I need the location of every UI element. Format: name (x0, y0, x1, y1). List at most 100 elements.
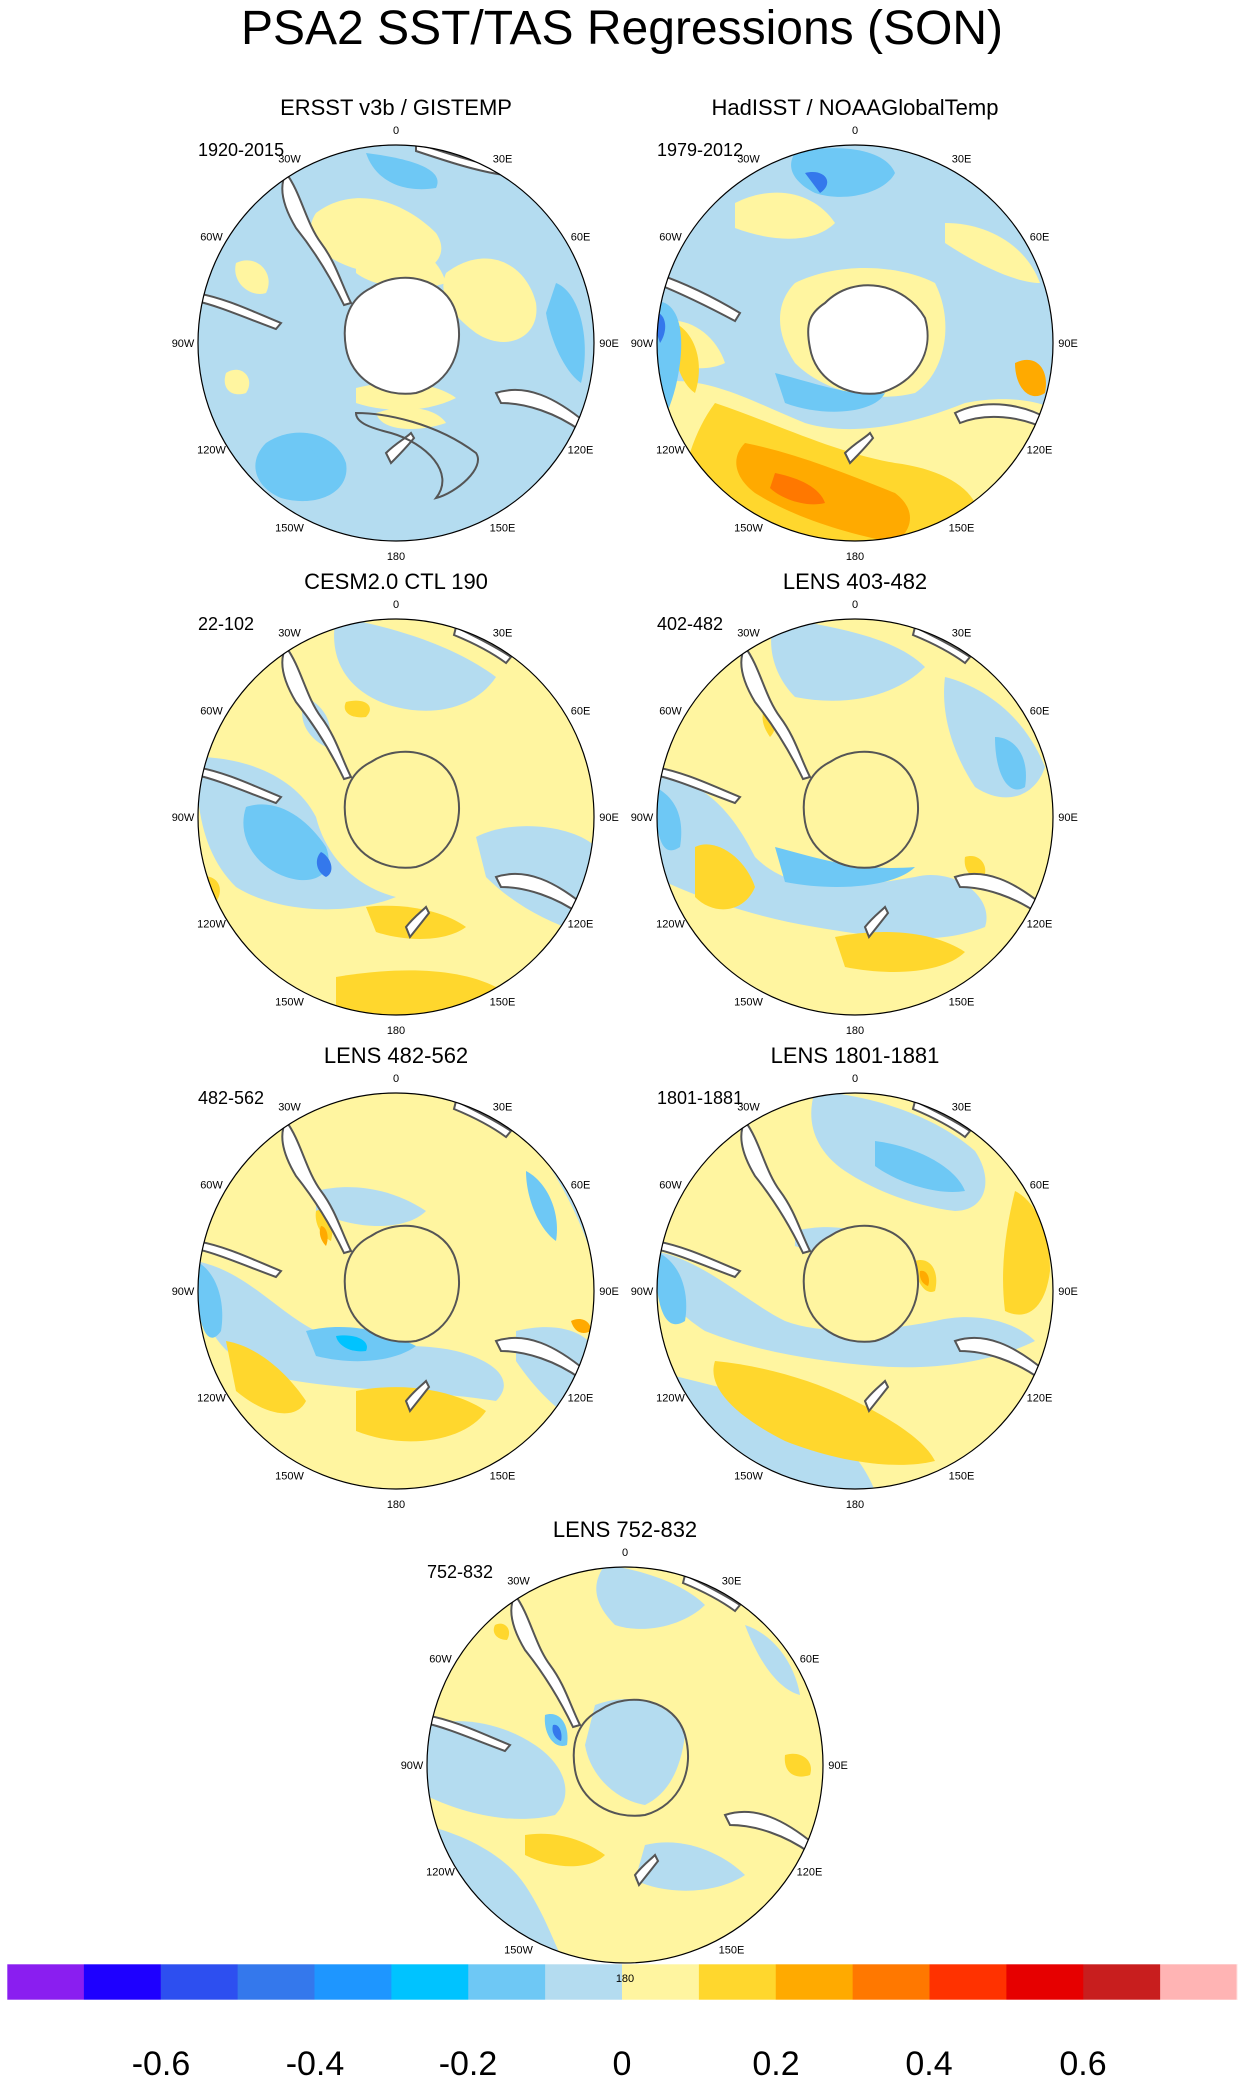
anomaly-patch-neg (875, 1141, 965, 1192)
longitude-label: 150E (490, 523, 516, 535)
longitude-label: 0 (393, 1073, 399, 1085)
panel-period: 22-102 (198, 614, 254, 634)
landmasses (427, 1573, 817, 1887)
anomaly-patch-orange (319, 1226, 328, 1246)
colorbar-swatch (545, 1964, 623, 2000)
longitude-label: 120W (197, 445, 226, 457)
australia-outline (354, 411, 479, 500)
longitude-label: 90W (631, 1286, 654, 1298)
longitude-label: 90E (599, 1286, 619, 1298)
south-america-outline (740, 645, 812, 781)
map-panel-lens752: LENS 752-832 752-832 (426, 1517, 824, 1964)
longitude-label: 150E (719, 1945, 745, 1957)
colorbar-swatch (237, 1964, 316, 2000)
map-disk (198, 1093, 594, 1489)
new-zealand-outline (404, 1379, 431, 1413)
longitude-label: 120W (426, 1867, 455, 1879)
longitude-label: 180 (387, 1499, 405, 1511)
longitude-label: 0 (393, 599, 399, 611)
colorbar-swatch (1083, 1964, 1161, 2000)
anomaly-patch-neg (805, 172, 828, 193)
south-america-outline (198, 1239, 283, 1279)
longitude-label: 30E (722, 1576, 742, 1588)
longitude-label: 60W (200, 706, 223, 718)
longitude-label: 90W (631, 338, 654, 350)
africa-outline (452, 1099, 513, 1139)
colorbar-ticks: -0.6 -0.4 -0.2 0 0.2 0.4 0.6 (132, 2045, 1107, 2083)
anomaly-patch-neg (336, 1335, 367, 1352)
colorbar-swatch (314, 1964, 392, 2000)
anomaly-patch-neg (771, 619, 925, 701)
colorbar-border (6, 1963, 1238, 2001)
longitude-label: 150E (490, 997, 516, 1009)
map-panel-ersst: ERSST v3b / GISTEMP 1920-2015 (197, 95, 595, 542)
longitude-label: 180 (387, 551, 405, 563)
longitude-label: 30E (952, 628, 972, 640)
south-america-outline (740, 1119, 812, 1255)
longitude-label: 30W (737, 1102, 760, 1114)
anomaly-patch-pos (235, 260, 269, 294)
longitude-labels: 0 30E 60E 90E 120E 150E 180 150W 120W 90W 60W 30W (172, 599, 619, 1037)
panel-period: 1920-2015 (198, 140, 284, 160)
longitude-label: 120E (568, 445, 594, 457)
longitude-label: 120E (568, 919, 594, 931)
anomaly-patch-neg (546, 283, 585, 383)
panel-title: ERSST v3b / GISTEMP (280, 95, 512, 120)
longitude-label: 30E (952, 1102, 972, 1114)
map-disk (198, 619, 594, 1015)
south-america-outline (281, 1119, 353, 1255)
longitude-label: 60W (659, 232, 682, 244)
panel-title: LENS 752-832 (553, 1517, 697, 1542)
longitude-labels: 0 30E 60E 90E 120E 150E 180 150W 120W 90W 60W 30W (401, 1547, 848, 1985)
longitude-label: 30E (952, 154, 972, 166)
africa-outline (452, 625, 513, 665)
longitude-label: 120W (656, 1393, 685, 1405)
panel-period: 482-562 (198, 1088, 264, 1108)
new-zealand-outline (863, 905, 890, 939)
landmasses (657, 1099, 1047, 1413)
longitude-label: 120W (656, 445, 685, 457)
landmasses (198, 1099, 588, 1413)
antarctica-outline (572, 1698, 690, 1817)
longitude-label: 60W (659, 1180, 682, 1192)
anomaly-patch-orange (571, 1319, 591, 1333)
antarctica-outline (343, 750, 461, 869)
anomaly-patch-neg (198, 1261, 223, 1338)
longitude-label: 90E (1058, 1286, 1078, 1298)
colorbar-tick-label: 0 (613, 2045, 632, 2083)
anomaly-patch-neg (427, 1721, 566, 1819)
longitude-label: 120E (1027, 919, 1053, 931)
new-zealand-outline (404, 905, 431, 939)
longitude-label: 0 (852, 1073, 858, 1085)
colorbar-tick-label: -0.6 (132, 2045, 191, 2083)
colorbar-swatch (1160, 1964, 1238, 2000)
longitude-labels: 0 30E 60E 90E 120E 150E 180 150W 120W 90W 60W 30W (631, 1073, 1078, 1511)
anomaly-patch-neg (657, 301, 682, 443)
anomaly-patch-neg (775, 847, 915, 887)
longitude-label: 30W (278, 154, 301, 166)
colorbar-swatch (852, 1964, 931, 2000)
antarctica-outline (807, 284, 929, 395)
longitude-label: 180 (846, 1499, 864, 1511)
panel-period: 1979-2012 (657, 140, 743, 160)
anomaly-patch-neg (526, 1171, 557, 1241)
map-panel-cesm2: CESM2.0 CTL 190 22-102 (197, 569, 595, 1016)
anomaly-patch-orange (919, 1270, 930, 1286)
colorbar-swatch (391, 1964, 469, 2000)
map-panel-lens403: LENS 403-482 402-482 (656, 569, 1054, 1016)
longitude-label: 120E (1027, 445, 1053, 457)
anomaly-patch-neg (995, 737, 1026, 790)
longitude-labels: 0 30E 60E 90E 120E 150E 180 150W 120W 90W 60W 30W (631, 599, 1078, 1037)
longitude-label: 60E (571, 232, 591, 244)
map-panel-lens482: LENS 482-562 482-562 (197, 1043, 595, 1490)
longitude-label: 30E (493, 628, 513, 640)
colorbar-swatch (929, 1964, 1007, 2000)
map-disk (198, 145, 594, 541)
map-boundary (197, 618, 595, 1016)
longitude-label: 90E (1058, 338, 1078, 350)
longitude-label: 150E (949, 523, 975, 535)
anomaly-patch-neg (635, 1842, 745, 1891)
anomaly-patch-pos (443, 258, 537, 342)
longitude-label: 60W (429, 1654, 452, 1666)
colorbar-boxes (6, 1963, 1238, 2001)
